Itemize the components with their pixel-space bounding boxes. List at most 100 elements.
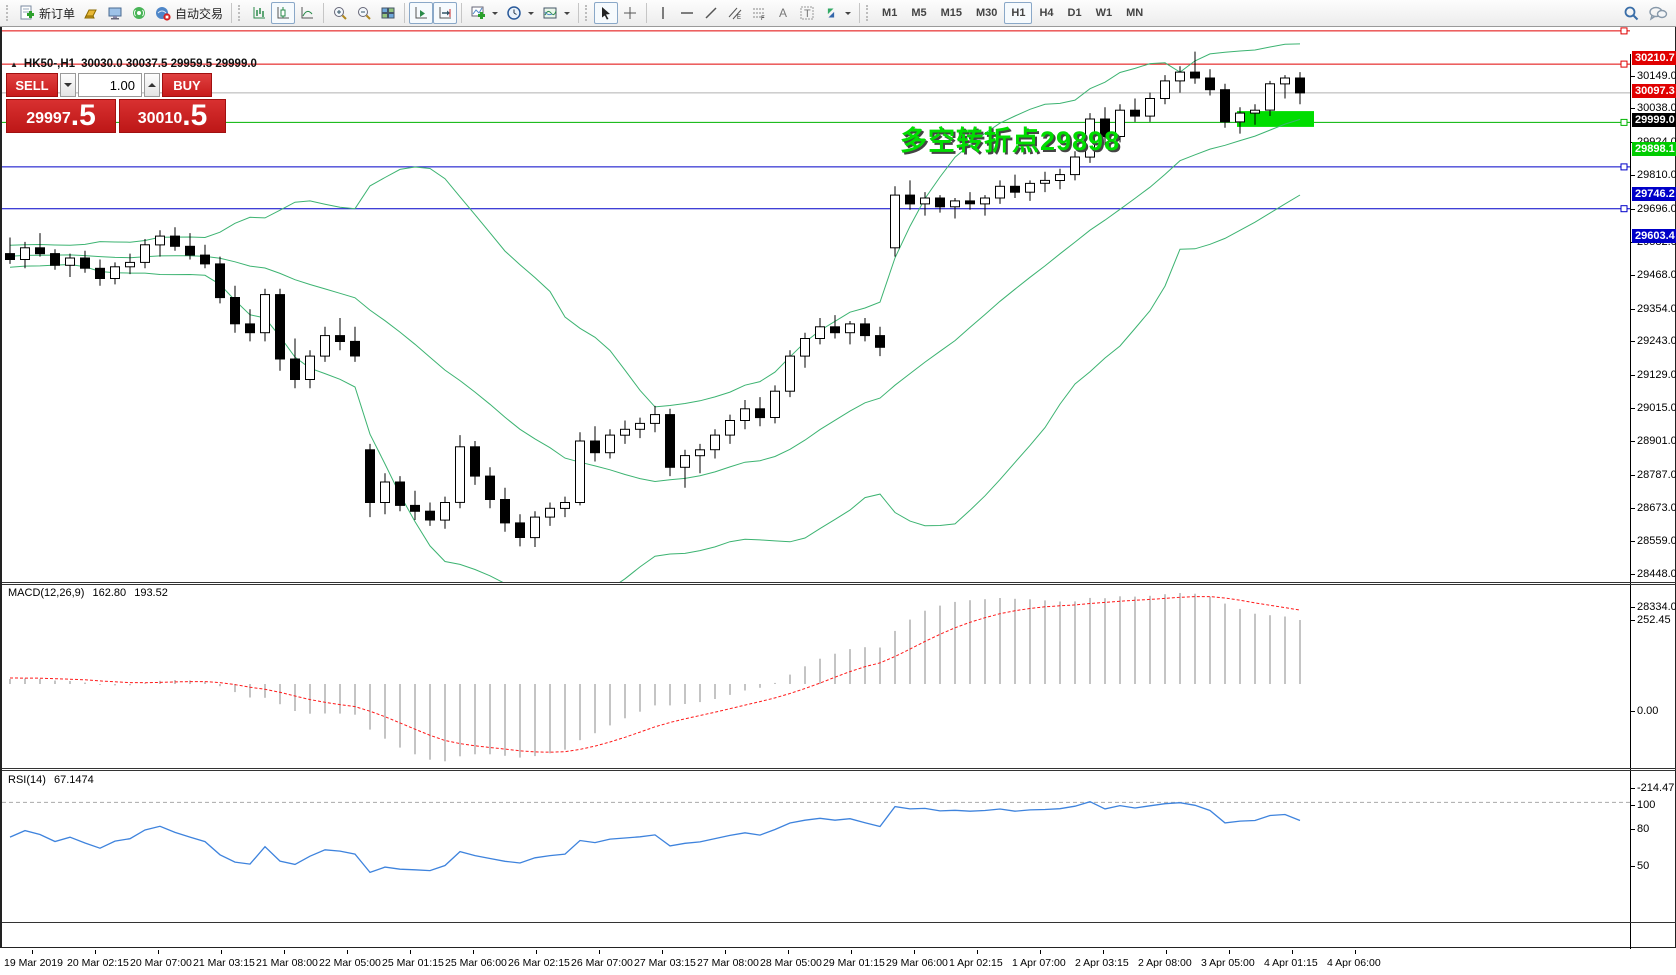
timeframe-button-m5[interactable]: M5 xyxy=(911,7,927,19)
channel-tool-button[interactable]: E xyxy=(723,2,747,24)
bid-price-button[interactable]: 29997.5 xyxy=(6,99,116,133)
timeframe-button-mn[interactable]: MN xyxy=(1126,7,1144,19)
candlestick-chart-button[interactable] xyxy=(271,2,296,24)
new-order-button[interactable]: 新订单 xyxy=(15,2,79,24)
price-tick-label: 29129.0 xyxy=(1637,368,1676,381)
template-dropdown[interactable] xyxy=(538,2,574,24)
ask-int: 30010 xyxy=(137,110,183,127)
bar-chart-button[interactable] xyxy=(247,2,271,24)
macd-axis-label: 0.00 xyxy=(1637,705,1659,717)
time-axis-label: 1 Apr 02:15 xyxy=(949,957,1003,969)
time-axis-tickmark xyxy=(536,950,537,954)
vertical-line-tool-button[interactable] xyxy=(651,2,675,24)
toolbar-grip[interactable] xyxy=(585,5,590,21)
panel-separator xyxy=(2,584,1676,585)
time-axis-tickmark xyxy=(95,950,96,954)
rsi-axis-tickmark xyxy=(1631,829,1635,831)
auto-scroll-button[interactable] xyxy=(409,2,434,24)
horizontal-line-tool-button[interactable] xyxy=(675,2,699,24)
chart-window: 30149.030038.029924.029810.029696.029582… xyxy=(0,27,1676,975)
new-order-icon xyxy=(20,5,34,20)
toolbar-separator xyxy=(231,3,233,23)
time-axis-tickmark xyxy=(1103,950,1104,954)
price-tick-label: 28673.0 xyxy=(1637,502,1676,515)
time-axis-tickmark xyxy=(1166,950,1167,954)
fibonacci-tool-button[interactable]: F xyxy=(747,2,771,24)
time-axis-tickmark xyxy=(977,950,978,954)
chart-window-button[interactable] xyxy=(103,2,127,24)
market-watch-button[interactable] xyxy=(79,2,103,24)
price-tick-label: 29243.0 xyxy=(1637,335,1676,348)
toolbar-grip[interactable] xyxy=(866,5,871,21)
timeframe-button-w1[interactable]: W1 xyxy=(1095,7,1113,19)
buy-button[interactable]: BUY xyxy=(162,73,212,97)
panel-separator xyxy=(2,770,1676,771)
crosshair-tool-button[interactable] xyxy=(618,2,642,24)
monitor-icon xyxy=(108,7,122,20)
toolbar-separator xyxy=(461,3,463,23)
price-tickmark xyxy=(1631,308,1635,310)
macd-label: MACD(12,26,9) 162.80 193.52 xyxy=(8,587,168,599)
tile-windows-button[interactable] xyxy=(376,2,400,24)
label-tool-button[interactable]: T xyxy=(795,2,819,24)
timeframe-button-d1[interactable]: D1 xyxy=(1067,7,1082,19)
timeframe-button-m15[interactable]: M15 xyxy=(940,7,962,19)
line-chart-button[interactable] xyxy=(295,2,319,24)
horizontal-line-icon xyxy=(681,12,694,14)
time-axis-label: 2 Apr 03:15 xyxy=(1075,957,1129,969)
volume-input[interactable] xyxy=(78,73,142,97)
time-axis-label: 19 Mar 2019 xyxy=(4,957,63,969)
zoom-in-icon xyxy=(334,7,347,20)
arrows-dropdown[interactable] xyxy=(819,2,855,24)
timeframe-button-m1[interactable]: M1 xyxy=(882,7,898,19)
text-tool-button[interactable]: A xyxy=(771,2,795,24)
price-tickmark xyxy=(1631,407,1635,409)
time-axis-tickmark xyxy=(284,950,285,954)
volume-decrease-button[interactable] xyxy=(60,73,76,97)
ask-price-button[interactable]: 30010.5 xyxy=(119,99,226,133)
bid-frac: .5 xyxy=(70,99,96,132)
zoom-out-button[interactable] xyxy=(352,2,376,24)
sell-button[interactable]: SELL xyxy=(6,73,58,97)
price-tickmark xyxy=(1631,474,1635,476)
time-axis-tickmark xyxy=(662,950,663,954)
zoom-out-icon xyxy=(358,7,371,20)
price-tickmark xyxy=(1631,108,1635,110)
dropdown-caret-icon xyxy=(492,12,499,18)
add-indicator-dropdown[interactable] xyxy=(466,2,502,24)
toolbar-grip[interactable] xyxy=(6,5,11,21)
price-axis-line xyxy=(1630,54,1631,949)
chart-shift-button[interactable] xyxy=(433,2,458,24)
timeframe-button-h4[interactable]: H4 xyxy=(1039,7,1054,19)
timeframe-button-h1[interactable]: H1 xyxy=(1004,2,1033,24)
zoom-in-button[interactable] xyxy=(328,2,352,24)
autotrading-label: 自动交易 xyxy=(175,6,224,21)
price-axis[interactable]: 30149.030038.029924.029810.029696.029582… xyxy=(1631,50,1676,949)
collapse-arrow-icon[interactable]: ▲ xyxy=(10,59,18,69)
panel-separator[interactable] xyxy=(2,582,1676,583)
price-tick-label: 28559.0 xyxy=(1637,535,1676,548)
macd-axis-tickmark xyxy=(1631,711,1635,712)
cursor-tool-button[interactable] xyxy=(594,2,619,24)
panel-separator[interactable] xyxy=(2,768,1676,769)
gold-bar-icon xyxy=(84,9,97,19)
time-axis-label: 28 Mar 05:00 xyxy=(760,957,822,969)
line-chart-icon xyxy=(301,7,314,19)
autotrading-button[interactable]: 自动交易 xyxy=(151,2,227,24)
toolbar-separator xyxy=(646,3,648,23)
timeframe-button-m30[interactable]: M30 xyxy=(976,7,998,19)
price-tickmark xyxy=(1631,607,1635,609)
price-tickmark xyxy=(1631,76,1635,77)
search-button[interactable] xyxy=(1619,2,1644,24)
signals-button[interactable] xyxy=(127,2,151,24)
trendline-tool-button[interactable] xyxy=(699,2,723,24)
time-axis[interactable]: 19 Mar 2019 20 Mar 02:15 20 Mar 07:00 21 Ma… xyxy=(2,950,1676,975)
time-axis-separator xyxy=(2,922,1676,923)
periods-dropdown[interactable] xyxy=(502,2,538,24)
chat-button[interactable] xyxy=(1644,2,1672,24)
text-icon: A xyxy=(779,6,787,20)
toolbar-grip[interactable] xyxy=(238,5,243,21)
chart-plot-area[interactable] xyxy=(2,27,1676,948)
volume-increase-button[interactable] xyxy=(144,73,160,97)
price-tick-label: 29810.0 xyxy=(1637,169,1676,182)
